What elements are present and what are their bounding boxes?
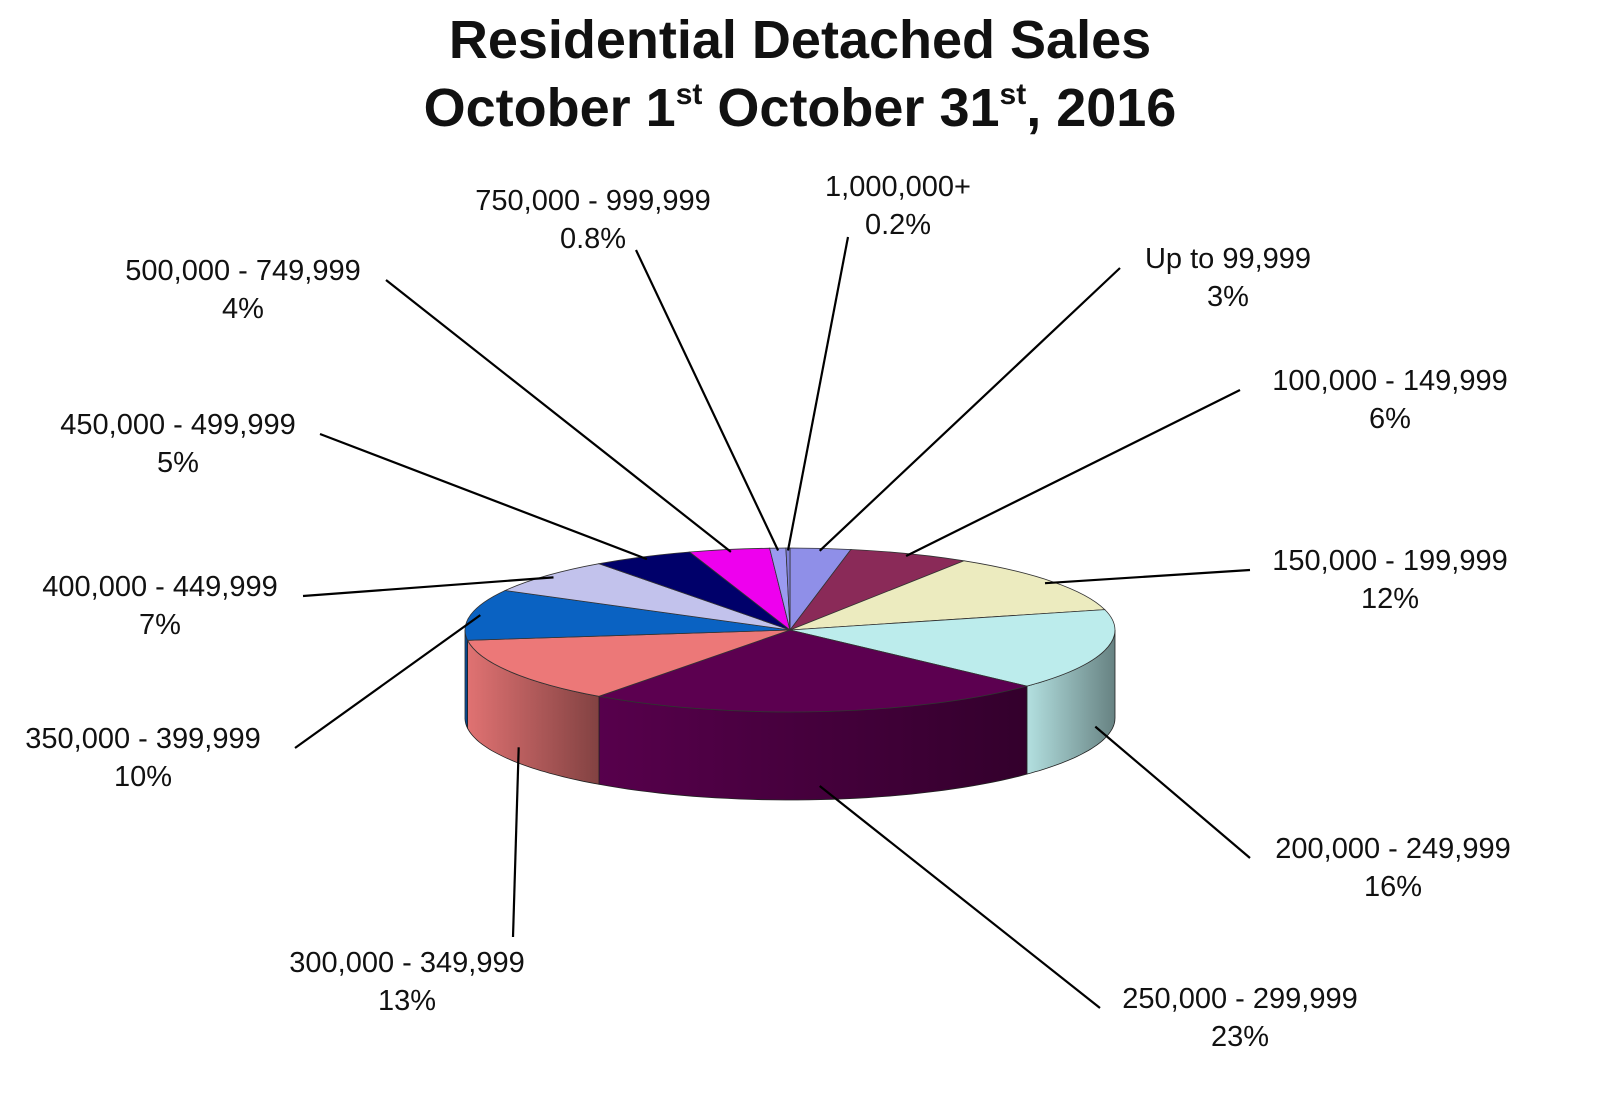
leader-line bbox=[294, 614, 481, 749]
title-text: , 2016 bbox=[1026, 78, 1177, 138]
chart-title-line2: October 1st October 31st, 2016 bbox=[0, 74, 1600, 142]
chart-title-line1: Residential Detached Sales bbox=[448, 10, 1152, 70]
slice-category-label: 150,000 - 199,999 bbox=[1272, 545, 1507, 577]
slice-value-label: 0.8% bbox=[560, 223, 626, 255]
pie-slice bbox=[466, 629, 791, 697]
leader-line bbox=[905, 389, 1241, 557]
slice-value-label: 10% bbox=[114, 761, 172, 793]
slice-value-label: 16% bbox=[1364, 871, 1422, 903]
pie-slice bbox=[789, 609, 1116, 687]
slice-category-label: 250,000 - 299,999 bbox=[1122, 983, 1357, 1015]
title-text: October 31 bbox=[702, 78, 1000, 138]
title-superscript: st bbox=[999, 78, 1027, 111]
pie-slice bbox=[464, 590, 791, 641]
slice-value-label: 13% bbox=[378, 985, 436, 1017]
slice-value-label: 4% bbox=[222, 293, 264, 325]
slice-value-label: 7% bbox=[139, 609, 181, 641]
leader-line bbox=[511, 747, 520, 938]
slice-category-label: 750,000 - 999,999 bbox=[475, 185, 710, 217]
leader-line bbox=[1044, 568, 1251, 585]
slice-value-label: 3% bbox=[1207, 281, 1249, 313]
slice-category-label: 450,000 - 499,999 bbox=[60, 409, 295, 441]
pie-top bbox=[464, 547, 1116, 713]
pie-sides bbox=[464, 629, 1116, 801]
leader-line bbox=[786, 236, 850, 551]
slice-category-label: Up to 99,999 bbox=[1145, 243, 1311, 275]
slice-category-label: 400,000 - 449,999 bbox=[42, 571, 277, 603]
pie-slice bbox=[503, 563, 791, 631]
slice-category-label: 500,000 - 749,999 bbox=[125, 255, 360, 287]
slice-category-label: 1,000,000+ bbox=[825, 171, 971, 203]
leader-line bbox=[1094, 725, 1251, 859]
title-text: October 1 bbox=[423, 78, 676, 138]
slice-value-label: 6% bbox=[1369, 403, 1411, 435]
slice-category-label: 350,000 - 399,999 bbox=[25, 723, 260, 755]
leader-line bbox=[302, 576, 554, 598]
slice-value-label: 0.2% bbox=[865, 209, 931, 241]
slice-category-label: 200,000 - 249,999 bbox=[1275, 833, 1510, 865]
leader-line bbox=[819, 785, 1101, 1009]
chart-title: Residential Detached Sales October 1st O… bbox=[0, 6, 1600, 142]
leader-line bbox=[635, 249, 780, 551]
pie-slice bbox=[597, 629, 1028, 713]
slice-labels: Up to 99,999 3% 100,000 - 149,999 6% 150,000… bbox=[25, 171, 1510, 1053]
leader-lines bbox=[294, 236, 1251, 1009]
slice-category-label: 300,000 - 349,999 bbox=[289, 947, 524, 979]
slice-wall bbox=[464, 630, 469, 730]
slice-value-label: 23% bbox=[1211, 1021, 1269, 1053]
leader-line bbox=[818, 267, 1121, 552]
leader-line bbox=[319, 432, 648, 561]
leader-line bbox=[385, 279, 732, 553]
slice-value-label: 12% bbox=[1361, 583, 1419, 615]
title-superscript: st bbox=[675, 78, 703, 111]
slice-category-label: 100,000 - 149,999 bbox=[1272, 365, 1507, 397]
slice-value-label: 5% bbox=[157, 447, 199, 479]
